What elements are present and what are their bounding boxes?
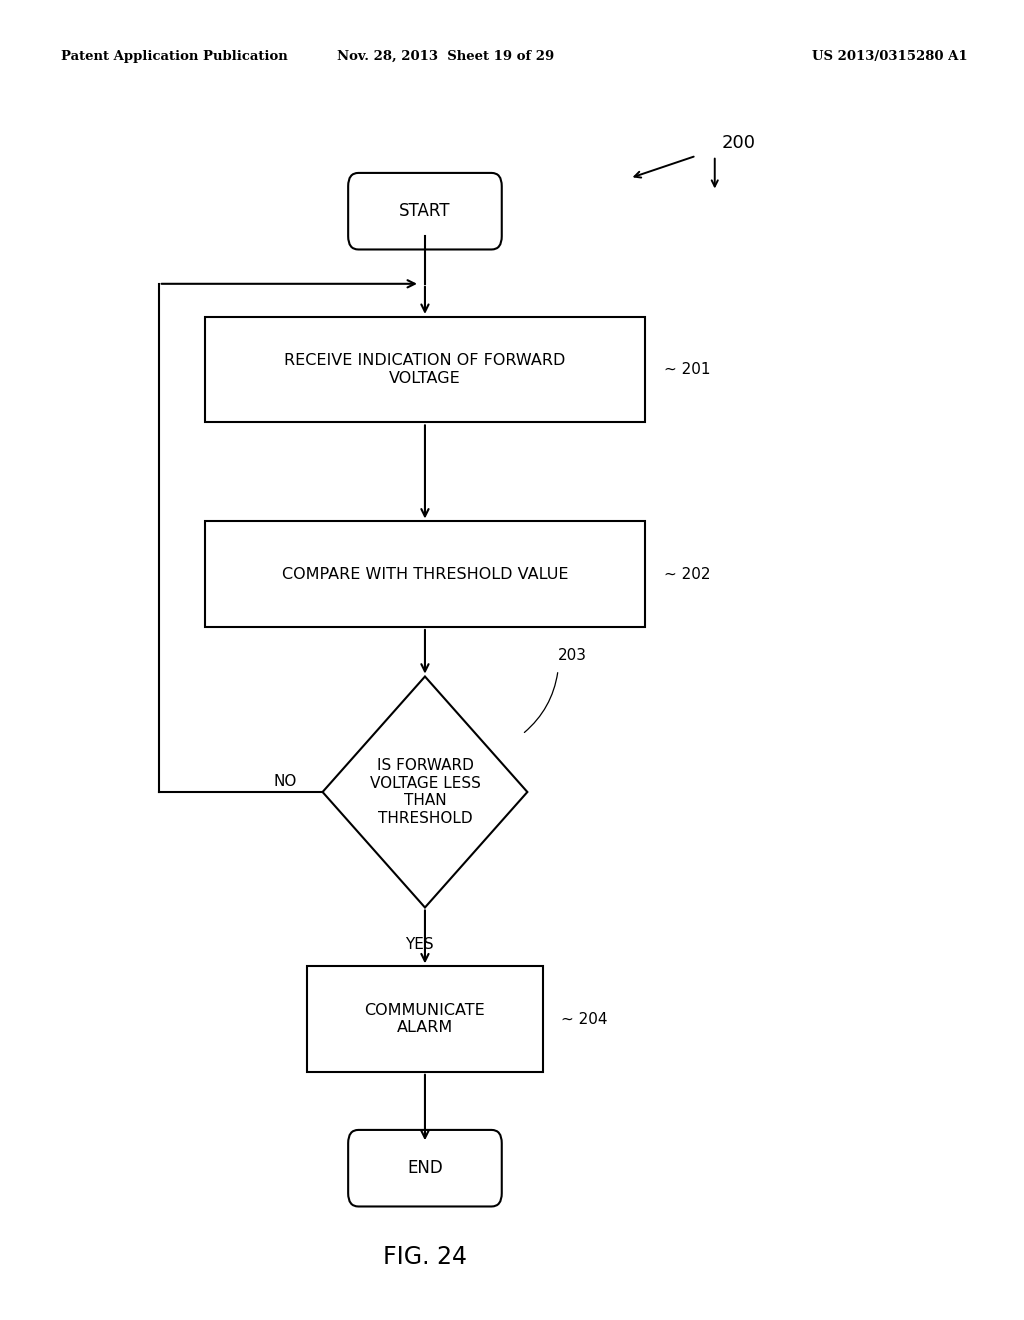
Text: Patent Application Publication: Patent Application Publication (61, 50, 288, 63)
Text: ~ 201: ~ 201 (664, 362, 710, 378)
Text: 203: 203 (558, 648, 587, 663)
Text: ~ 204: ~ 204 (561, 1011, 607, 1027)
Bar (205, 317, 645, 422)
Bar (307, 966, 543, 1072)
FancyBboxPatch shape (348, 1130, 502, 1206)
Text: IS FORWARD
VOLTAGE LESS
THAN
THRESHOLD: IS FORWARD VOLTAGE LESS THAN THRESHOLD (370, 759, 480, 825)
Text: COMMUNICATE
ALARM: COMMUNICATE ALARM (365, 1003, 485, 1035)
Text: RECEIVE INDICATION OF FORWARD
VOLTAGE: RECEIVE INDICATION OF FORWARD VOLTAGE (285, 354, 565, 385)
Text: FIG. 24: FIG. 24 (383, 1245, 467, 1269)
FancyBboxPatch shape (348, 173, 502, 249)
Text: Nov. 28, 2013  Sheet 19 of 29: Nov. 28, 2013 Sheet 19 of 29 (337, 50, 554, 63)
Text: END: END (408, 1159, 442, 1177)
Text: YES: YES (406, 937, 434, 952)
Text: NO: NO (273, 774, 297, 789)
Text: COMPARE WITH THRESHOLD VALUE: COMPARE WITH THRESHOLD VALUE (282, 566, 568, 582)
Text: START: START (399, 202, 451, 220)
Text: US 2013/0315280 A1: US 2013/0315280 A1 (812, 50, 968, 63)
Text: ~ 202: ~ 202 (664, 566, 710, 582)
Polygon shape (323, 676, 527, 908)
Bar (205, 521, 645, 627)
Text: 200: 200 (722, 133, 756, 152)
